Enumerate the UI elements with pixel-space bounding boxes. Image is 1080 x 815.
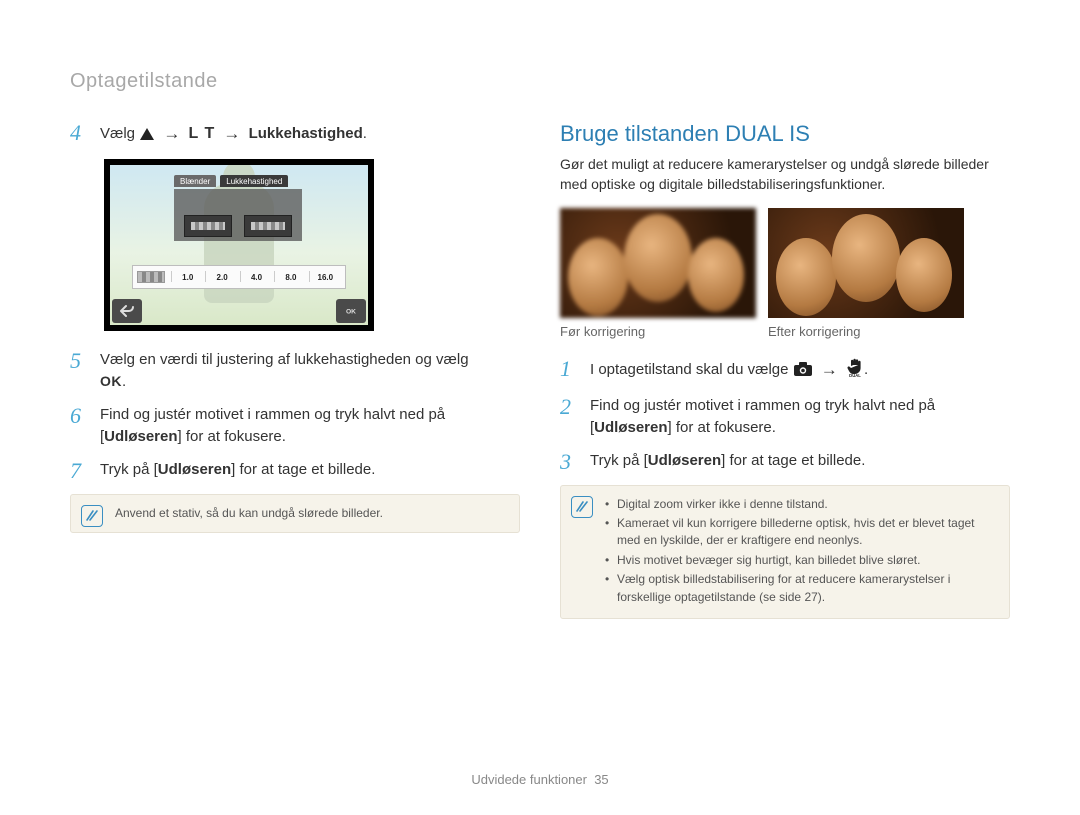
left-column: 4 Vælg → L T → Lukkehastighed. Blænder L… (70, 121, 520, 619)
note-item: Kameraet vil kun korrigere billederne op… (605, 515, 995, 550)
lcd-back-button (112, 299, 142, 323)
svg-text:DUAL: DUAL (849, 373, 861, 377)
footer-label: Udvidede funktioner (471, 772, 587, 787)
step3-c: ] for at tage et billede. (721, 452, 865, 469)
footer-page: 35 (594, 772, 608, 787)
caption-after: Efter korrigering (768, 324, 964, 339)
step1-text: I optagetilstand skal du vælge (590, 361, 793, 378)
step2-b: Udløseren (594, 419, 667, 436)
step4-post: Lukkehastighed (249, 125, 363, 142)
camera-icon (793, 361, 813, 385)
page-footer: Udvidede funktioner 35 (0, 772, 1080, 787)
step2-c: ] for at fokusere. (668, 419, 776, 436)
caption-before: Før korrigering (560, 324, 756, 339)
note-text: Anvend et stativ, så du kan undgå sløred… (115, 505, 505, 522)
step6-c: ] for at fokusere. (178, 428, 286, 445)
note-item: Vælg optisk billedstabilisering for at r… (605, 571, 995, 606)
step-1: 1 I optagetilstand skal du vælge → DUAL … (560, 357, 1010, 385)
step6-b: Udløseren (104, 428, 177, 445)
arrow-icon: → (159, 124, 184, 143)
step-6: 6 Find og justér motivet i rammen og try… (70, 404, 520, 449)
lt-icon: L T (189, 125, 216, 142)
right-column: Bruge tilstanden DUAL IS Gør det muligt … (560, 121, 1010, 619)
arrow-icon: → (219, 124, 244, 143)
up-triangle-icon (139, 126, 155, 149)
step4-pre: Vælg (100, 125, 139, 142)
step5-text: Vælg en værdi til justering af lukkehast… (100, 351, 469, 368)
step-number: 3 (560, 450, 576, 473)
step-number: 2 (560, 395, 576, 418)
svg-text:OK: OK (346, 308, 356, 315)
section-breadcrumb: Optagetilstande (70, 70, 1010, 93)
lcd-value-ruler: 1.0 2.0 4.0 8.0 16.0 (132, 265, 346, 289)
step-2: 2 Find og justér motivet i rammen og try… (560, 395, 1010, 440)
arrow-icon: → (817, 360, 842, 379)
lcd-tab-aperture: Blænder (174, 175, 216, 187)
step-number: 7 (70, 459, 86, 482)
lcd-auto-box (244, 215, 292, 237)
step3-a: Tryk på [ (590, 452, 648, 469)
step-text: Vælg en værdi til justering af lukkehast… (100, 349, 469, 394)
section-intro: Gør det muligt at reducere kamerarystels… (560, 155, 1010, 194)
step-text: Tryk på [Udløseren] for at tage et bille… (100, 459, 375, 482)
note-box: Anvend et stativ, så du kan undgå sløred… (70, 494, 520, 533)
lcd-tick: 4.0 (240, 271, 272, 282)
lcd-tick: 16.0 (309, 271, 341, 282)
step7-b: Udløseren (158, 461, 231, 478)
step7-a: Tryk på [ (100, 461, 158, 478)
step7-c: ] for at tage et billede. (231, 461, 375, 478)
step-number: 1 (560, 357, 576, 380)
lcd-tick: 8.0 (274, 271, 306, 282)
step-text: Tryk på [Udløseren] for at tage et bille… (590, 450, 865, 473)
lcd-tick: 2.0 (205, 271, 237, 282)
note-item: Digital zoom virker ikke i denne tilstan… (605, 496, 995, 513)
step-text: Find og justér motivet i rammen og tryk … (590, 395, 1010, 440)
lcd-screenshot: Blænder Lukkehastighed 1.0 2.0 4.0 8.0 1… (104, 159, 520, 331)
image-captions: Før korrigering Efter korrigering (560, 324, 1010, 339)
step3-b: Udløseren (648, 452, 721, 469)
lcd-tick: 1.0 (171, 271, 203, 282)
content-columns: 4 Vælg → L T → Lukkehastighed. Blænder L… (70, 121, 1010, 619)
note-item: Hvis motivet bevæger sig hurtigt, kan bi… (605, 552, 995, 569)
step-number: 5 (70, 349, 86, 372)
note-icon (571, 496, 593, 518)
note-list: Digital zoom virker ikke i denne tilstan… (605, 496, 995, 606)
comparison-images (560, 208, 1010, 318)
note-box: Digital zoom virker ikke i denne tilstan… (560, 485, 1010, 619)
lcd-auto-box (184, 215, 232, 237)
step-number: 6 (70, 404, 86, 427)
step-5: 5 Vælg en værdi til justering af lukkeha… (70, 349, 520, 394)
lcd-ok-button: OK (336, 299, 366, 323)
section-title: Bruge tilstanden DUAL IS (560, 121, 1010, 147)
before-image (560, 208, 756, 318)
dual-is-hand-icon: DUAL (846, 357, 864, 385)
note-icon (81, 505, 103, 527)
lcd-auto-chip (137, 271, 165, 283)
step-text: Vælg → L T → Lukkehastighed. (100, 121, 367, 149)
step-text: I optagetilstand skal du vælge → DUAL . (590, 357, 868, 385)
step-3: 3 Tryk på [Udløseren] for at tage et bil… (560, 450, 1010, 473)
lcd-tab-shutter: Lukkehastighed (220, 175, 288, 187)
ok-icon: OK (100, 373, 122, 389)
step-text: Find og justér motivet i rammen og tryk … (100, 404, 520, 449)
step-number: 4 (70, 121, 86, 144)
step-4: 4 Vælg → L T → Lukkehastighed. (70, 121, 520, 149)
after-image (768, 208, 964, 318)
step-7: 7 Tryk på [Udløseren] for at tage et bil… (70, 459, 520, 482)
